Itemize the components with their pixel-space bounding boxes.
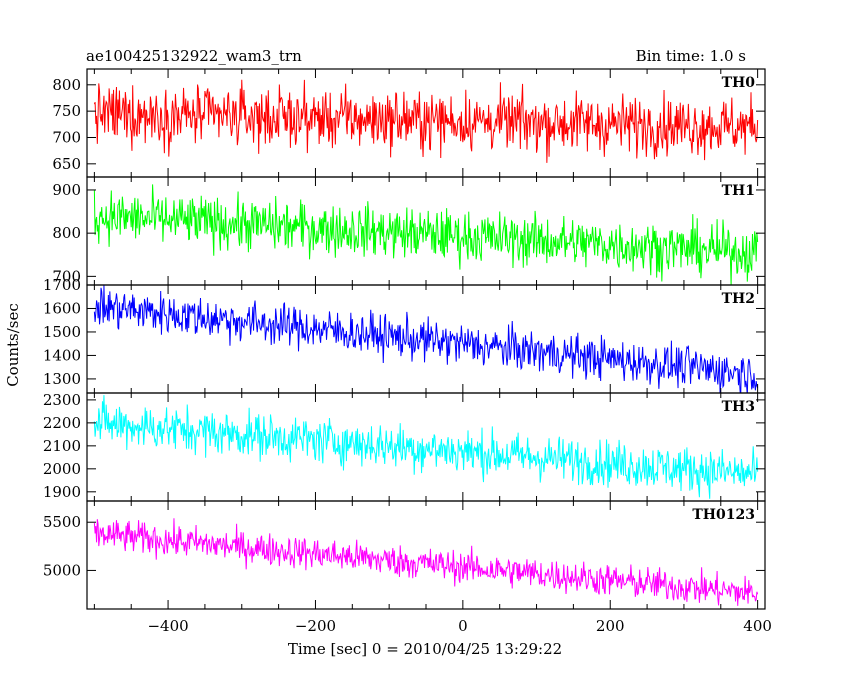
y-tick-label: 1300 [43,370,81,388]
y-tick-label: 2200 [43,414,81,432]
series-th0123 [93,518,759,606]
y-tick-label: 700 [52,267,81,285]
y-tick-label: 5000 [43,561,81,579]
y-tick-label: 800 [52,224,81,242]
series-th1 [93,184,759,285]
y-tick-label: 2300 [43,391,81,409]
y-tick-label: 800 [52,76,81,94]
y-tick-label: 900 [52,181,81,199]
panel-label-th0123: TH0123 [692,507,755,523]
y-axis-title: Counts/sec [4,303,22,387]
series-th2 [93,285,759,393]
y-tick-label: 2100 [43,437,81,455]
y-tick-label: 1700 [43,276,81,294]
panel-label-th2: TH2 [722,291,755,307]
y-tick-label: 2000 [43,460,81,478]
x-tick-label: 0 [458,617,468,635]
y-tick-label: 5500 [43,513,81,531]
panel-label-th1: TH1 [722,183,755,199]
x-tick-label: −400 [147,617,188,635]
x-tick-label: 200 [596,617,625,635]
panel-label-th3: TH3 [722,399,755,415]
chart-title: ae100425132922_wam3_trn [86,47,302,65]
x-tick-label: −200 [295,617,336,635]
series-th3 [93,395,759,499]
y-tick-label: 750 [52,102,81,120]
bin-time-label: Bin time: 1.0 s [636,47,746,65]
y-tick-label: 1600 [43,299,81,317]
y-tick-label: 700 [52,128,81,146]
panel-label-th0: TH0 [722,75,756,91]
x-tick-label: 400 [743,617,772,635]
panels-group: 650 700 750 800 TH0 700 800 900 TH1 1300 1400 1500 1… [43,68,772,635]
y-tick-label: 1900 [43,483,81,501]
y-tick-label: 650 [52,155,81,173]
panel-frame-th0123 [86,500,766,610]
y-tick-label: 1400 [43,346,81,364]
x-axis-title: Time [sec] 0 = 2010/04/25 13:29:22 [288,640,562,658]
y-tick-label: 1500 [43,323,81,341]
series-th0 [93,79,759,163]
